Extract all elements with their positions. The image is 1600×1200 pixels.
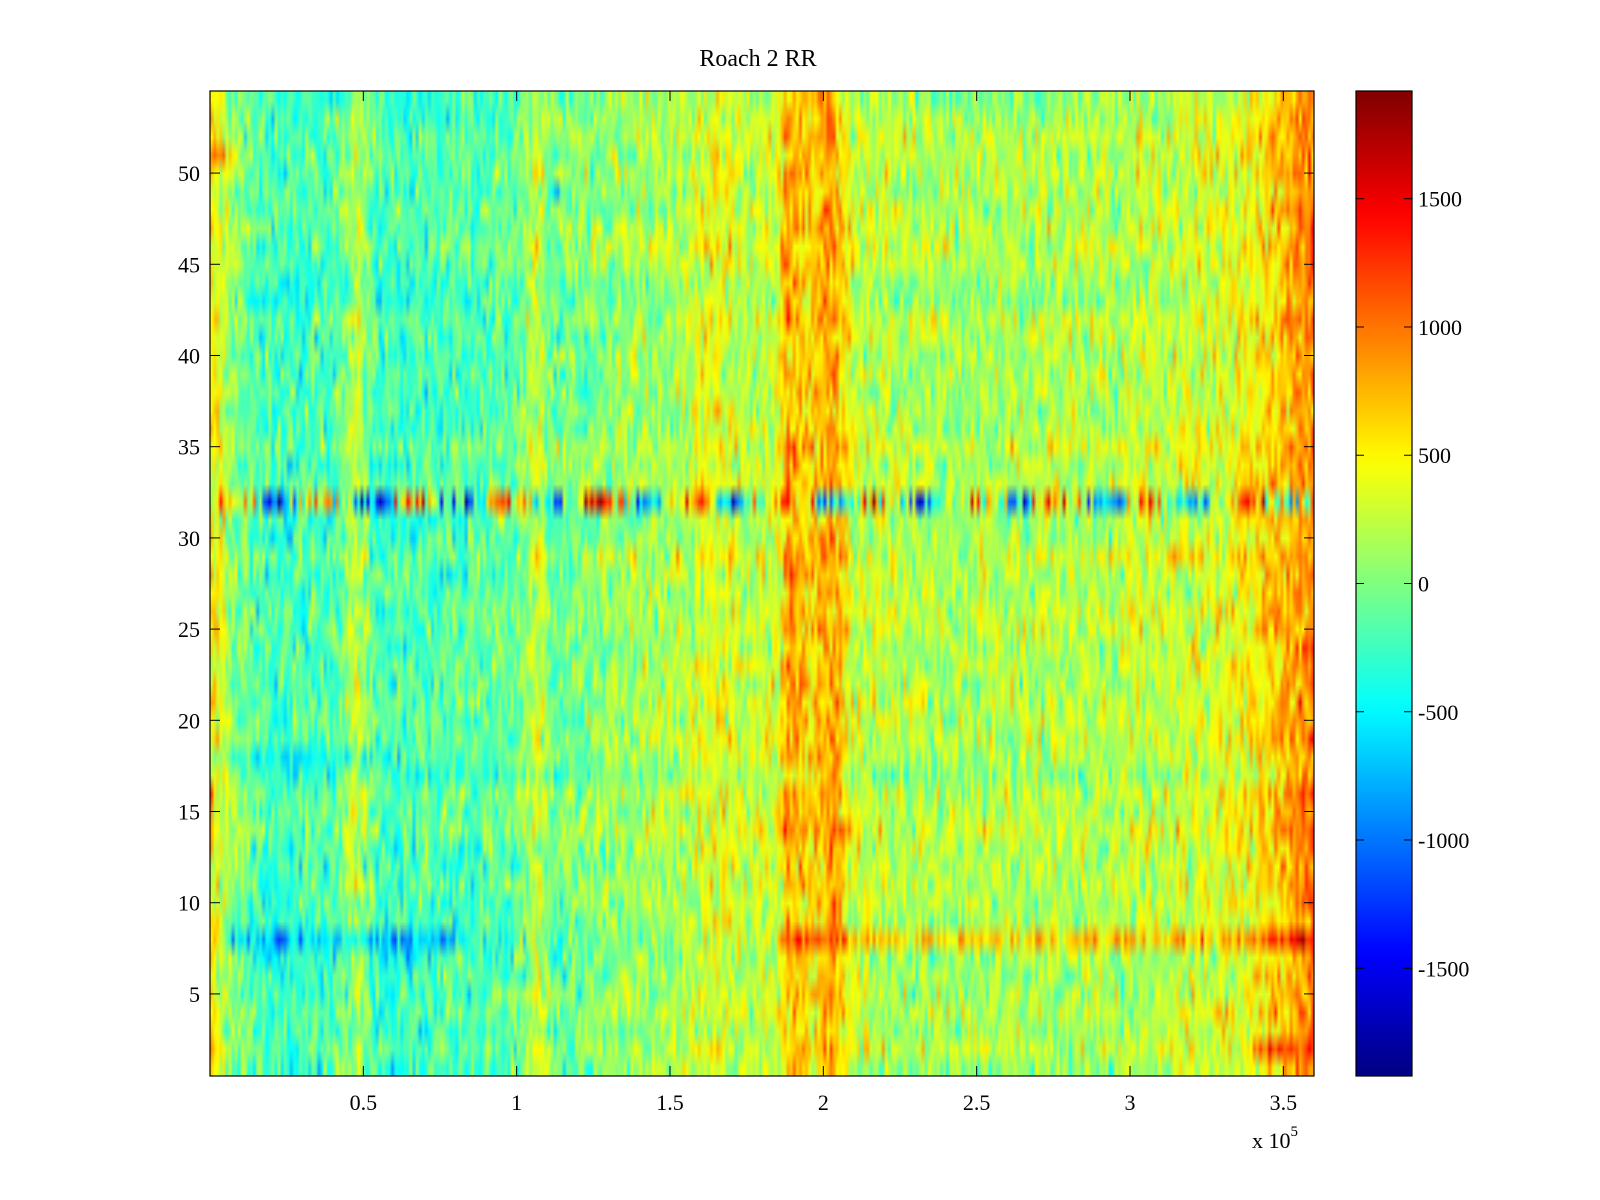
colorbar-gradient (1356, 91, 1412, 1076)
x-tick-label: 2.5 (963, 1090, 991, 1115)
x-tick-label: 3.5 (1270, 1090, 1298, 1115)
y-tick-label: 30 (178, 526, 200, 551)
x-tick-label: 0.5 (350, 1090, 378, 1115)
y-tick-label: 10 (178, 891, 200, 916)
x-tick-label: 3 (1125, 1090, 1136, 1115)
y-tick-label: 50 (178, 161, 200, 186)
y-axis: 5 10 15 20 25 30 35 40 45 50 (178, 161, 1314, 1007)
y-tick-label: 25 (178, 617, 200, 642)
y-tick-label: 15 (178, 800, 200, 825)
x-tick-label: 2 (818, 1090, 829, 1115)
y-tick-label: 20 (178, 708, 200, 733)
y-tick-label: 5 (189, 982, 200, 1007)
colorbar-tick-label: 500 (1418, 443, 1451, 468)
heatmap-image (210, 91, 1314, 1076)
y-tick-label: 40 (178, 343, 200, 368)
x-tick-label: 1.5 (656, 1090, 684, 1115)
colorbar-tick-label: 1500 (1418, 187, 1462, 212)
colorbar-tick-label: -500 (1418, 700, 1458, 725)
y-tick-label: 45 (178, 252, 200, 277)
colorbar-tick-label: 0 (1418, 572, 1429, 597)
colorbar-axis: 1500 1000 500 0 -500 -1000 -1500 (1356, 187, 1469, 981)
x-multiplier-base: x 10 (1252, 1128, 1291, 1153)
plot-frame (209, 90, 1315, 1077)
y-tick-label: 35 (178, 435, 200, 460)
x-axis-multiplier: x 105 (1252, 1124, 1298, 1153)
colorbar-tick-label: -1500 (1418, 956, 1469, 981)
x-axis: 0.5 1 1.5 2 2.5 3 3.5 (350, 91, 1298, 1115)
x-tick-label: 1 (511, 1090, 522, 1115)
colorbar-tick-label: 1000 (1418, 315, 1462, 340)
colorbar-tick-label: -1000 (1418, 828, 1469, 853)
x-multiplier-exponent: 5 (1291, 1124, 1299, 1140)
chart-title: Roach 2 RR (699, 46, 816, 72)
